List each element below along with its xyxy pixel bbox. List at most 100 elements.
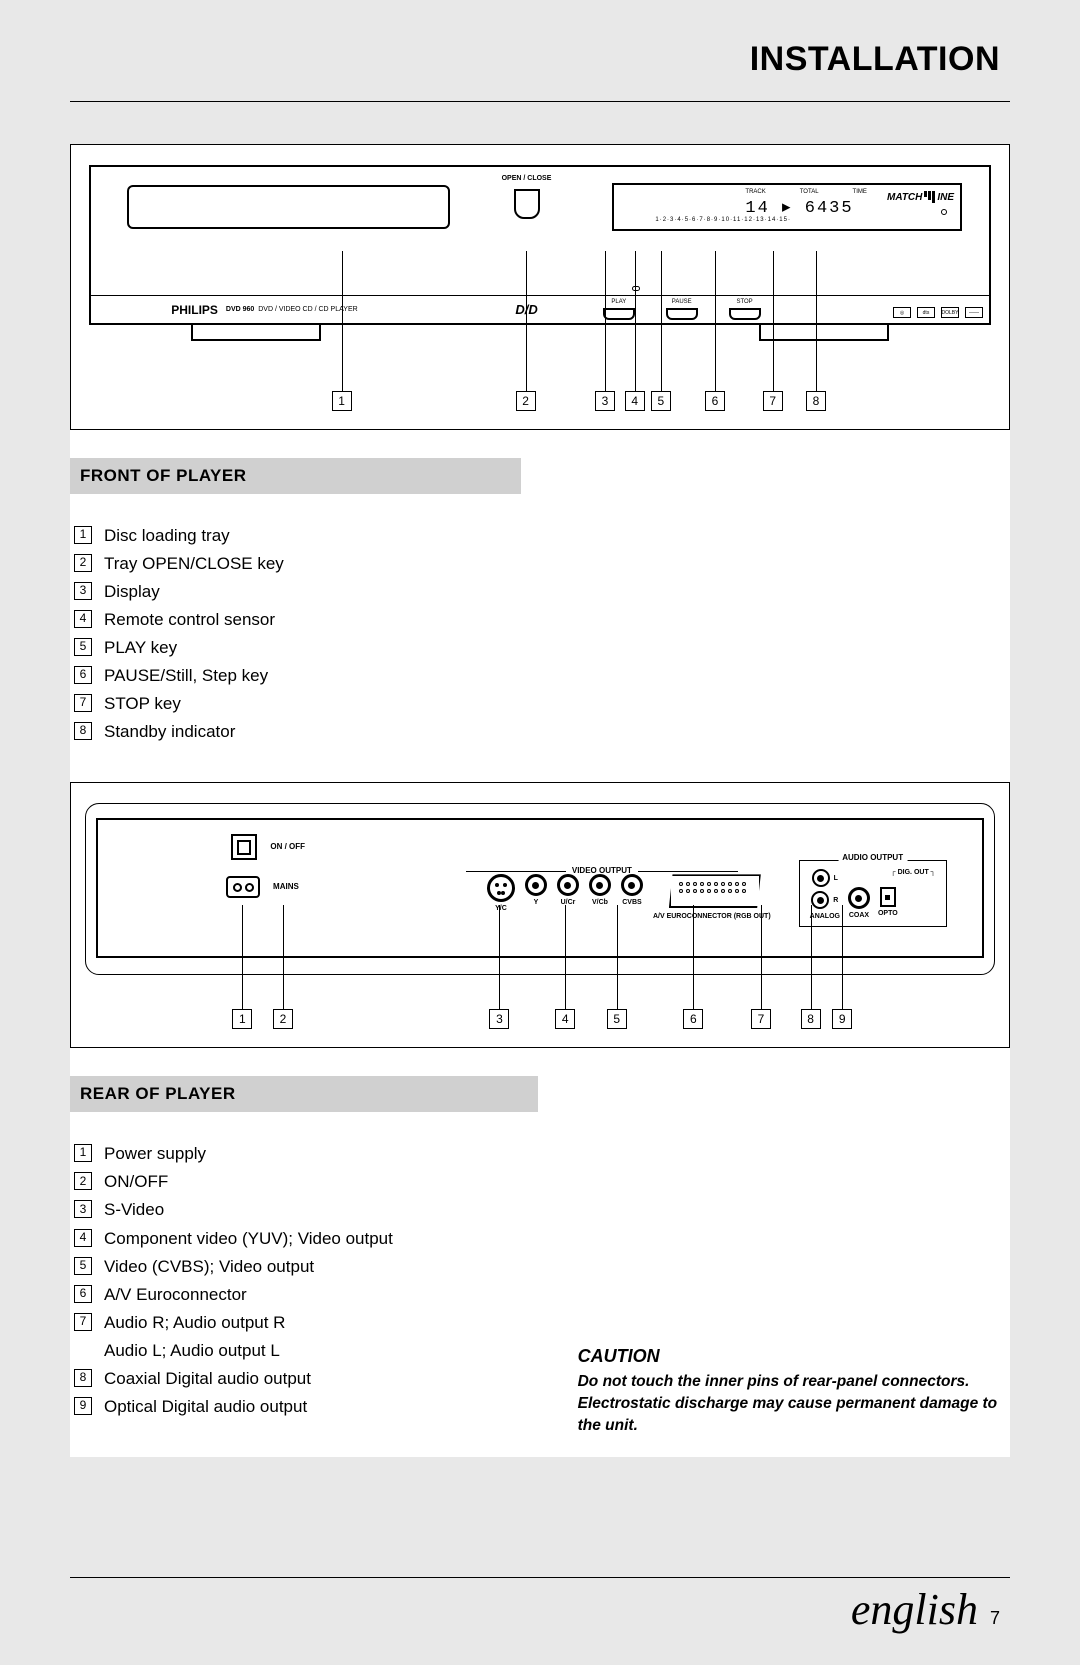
callout-line: [661, 251, 662, 391]
rear-callouts: 123456789: [89, 975, 991, 1029]
scart-connector: A/V EUROCONNECTOR (RGB OUT): [653, 874, 771, 920]
legend-text: Tray OPEN/CLOSE key: [104, 550, 1010, 578]
legend-text: Standby indicator: [104, 718, 1010, 746]
callout-number: 7: [763, 391, 783, 411]
front-diagram-frame: OPEN / CLOSE TRACK TOTAL TIME 14 ▸ 6435 …: [70, 144, 1010, 430]
legend-text: Component video (YUV); Video output: [104, 1225, 538, 1253]
scart-pins: [679, 882, 751, 893]
ucr-jack: U/Cr: [557, 874, 579, 906]
rca-icon: [848, 887, 870, 909]
legend-text: Remote control sensor: [104, 606, 1010, 634]
cert-logo: dts: [917, 307, 935, 318]
legend-number: 8: [74, 722, 92, 740]
callout-number: 9: [832, 1009, 852, 1029]
legend-item: 4Component video (YUV); Video output: [74, 1225, 538, 1253]
opto-label: OPTO: [878, 910, 898, 917]
legend-text: S-Video: [104, 1196, 538, 1224]
callout-line: [773, 251, 774, 391]
legend-text: Audio R; Audio output R: [104, 1309, 538, 1337]
legend-item: 5Video (CVBS); Video output: [74, 1253, 538, 1281]
opto-icon: [880, 887, 896, 907]
callout-number: 4: [625, 391, 645, 411]
callout-number: 6: [705, 391, 725, 411]
analog-column: L R ANALOG: [810, 869, 840, 920]
y-jack: Y: [525, 874, 547, 906]
video-output-group: Y/C Y U/Cr V/Cb CVBS A/V EUROCONNECTOR (…: [487, 874, 771, 920]
callout-line: [761, 905, 762, 1009]
bottom-columns: REAR OF PLAYER 1Power supply2ON/OFF3S-Vi…: [70, 1076, 1010, 1456]
callout-number: 4: [555, 1009, 575, 1029]
legend-number: 9: [74, 1397, 92, 1415]
matchline-a: MATCH: [887, 192, 922, 203]
callout-number: 2: [516, 391, 536, 411]
certification-logos: ◎ dts DOLBY ——: [893, 307, 983, 318]
callout-number: 3: [595, 391, 615, 411]
display-scale: 1·2·3·4·5·6·7·8·9·10·11·12·13·14·15·: [655, 217, 791, 223]
cert-logo: ◎: [893, 307, 911, 318]
hdr-time: TIME: [853, 189, 867, 195]
onoff-label: ON / OFF: [270, 842, 305, 851]
audio-row: L R ANALOG COAX OPTO: [810, 869, 936, 920]
cvbs-jack: CVBS: [621, 874, 643, 906]
rca-icon: [812, 869, 830, 887]
coax-jack: COAX: [848, 887, 870, 919]
display-panel: TRACK TOTAL TIME 14 ▸ 6435 1·2·3·4·5·6·7…: [612, 183, 962, 231]
rca-icon: [589, 874, 611, 896]
legend-item: 6A/V Euroconnector: [74, 1281, 538, 1309]
legend-text: Display: [104, 578, 1010, 606]
language-label: english: [851, 1584, 978, 1635]
vcb-label: V/Cb: [592, 899, 608, 906]
legend-number: 3: [74, 1200, 92, 1218]
open-close-button: [514, 189, 540, 219]
ucr-label: U/Cr: [561, 899, 576, 906]
rear-legend: 1 Power supply2ON/OFF 3 S-Video4Component v…: [70, 1140, 538, 1420]
brand-logo: PHILIPS: [171, 303, 218, 317]
callout-number: 5: [651, 391, 671, 411]
legend-item: 3 Display: [74, 578, 1010, 606]
callout-line: [635, 251, 636, 391]
callout-line: [715, 251, 716, 391]
legend-item: 2ON/OFF: [74, 1168, 538, 1196]
matchline-b: INE: [937, 192, 954, 203]
legend-text: PAUSE/Still, Step key: [104, 662, 1010, 690]
rear-legend-column: REAR OF PLAYER 1Power supply2ON/OFF3S-Vi…: [70, 1076, 538, 1456]
rca-icon: [811, 891, 829, 909]
digout-label: ┌ DIG. OUT ┐: [891, 869, 936, 876]
caution-column: CAUTION Do not touch the inner pins of r…: [578, 1076, 1010, 1436]
hdr-total: TOTAL: [800, 189, 819, 195]
mains-socket: [226, 876, 260, 898]
legend-text: Power supply: [104, 1140, 538, 1168]
legend-number: 4: [74, 610, 92, 628]
foot-left: [191, 325, 321, 341]
hdr-track: TRACK: [745, 189, 765, 195]
legend-item: 6PAUSE/Still, Step key: [74, 662, 1010, 690]
legend-number: 1: [74, 1144, 92, 1162]
legend-number: 3: [74, 582, 92, 600]
cert-logo: DOLBY: [941, 307, 959, 318]
callout-line: [811, 905, 812, 1009]
legend-item: 8Coaxial Digital audio output: [74, 1365, 538, 1393]
callout-number: 3: [489, 1009, 509, 1029]
rear-diagram-frame: ON / OFF MAINS VIDEO OUTPUT Y/C Y U/Cr V…: [70, 782, 1010, 1048]
vcb-jack: V/Cb: [589, 874, 611, 906]
y-label: Y: [534, 899, 539, 906]
callout-number: 5: [607, 1009, 627, 1029]
legend-number: 5: [74, 1257, 92, 1275]
legend-text: Disc loading tray: [104, 522, 1010, 550]
pause-button: [666, 308, 698, 320]
callout-number: 8: [806, 391, 826, 411]
front-panel: OPEN / CLOSE TRACK TOTAL TIME 14 ▸ 6435 …: [89, 165, 991, 325]
callout-number: 2: [273, 1009, 293, 1029]
legend-text: STOP key: [104, 690, 1010, 718]
svideo-label: Y/C: [495, 905, 507, 912]
legend-item: 7 Audio R; Audio output R: [74, 1309, 538, 1337]
legend-item-continuation: Audio L; Audio output L: [74, 1337, 538, 1365]
legend-number: 7: [74, 1313, 92, 1331]
rca-icon: [621, 874, 643, 896]
brand-row: PHILIPS DVD 960 DVD / VIDEO CD / CD PLAY…: [91, 295, 989, 323]
legend-number: 7: [74, 694, 92, 712]
svideo-jack: Y/C: [487, 874, 515, 912]
legend-item: 2Tray OPEN/CLOSE key: [74, 550, 1010, 578]
scart-label: A/V EUROCONNECTOR (RGB OUT): [653, 913, 771, 920]
callout-line: [283, 905, 284, 1009]
